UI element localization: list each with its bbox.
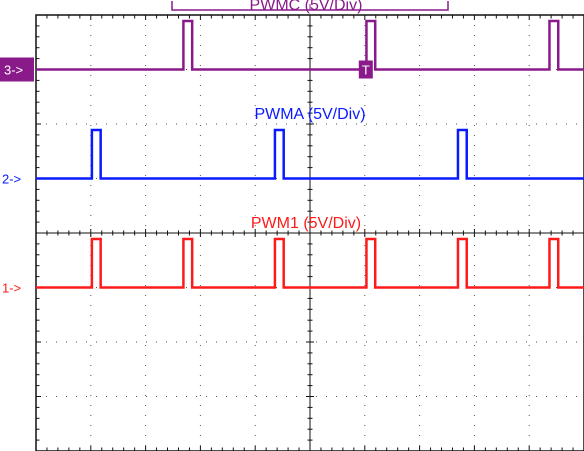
trigger-marker-box [358, 60, 373, 79]
channel-marker-3-box [0, 57, 34, 82]
channel-marker-1: 1-> [2, 281, 21, 296]
trace-labels: PWM1 (5V/Div) PWMA (5V/Div) PWMC (5V/Div) [250, 0, 366, 232]
traces [36, 19, 584, 289]
trace-label-pwma: PWMA (5V/Div) [254, 106, 365, 123]
trace-label-pwm1: PWM1 (5V/Div) [251, 215, 361, 232]
channel-marker-2: 2-> [2, 172, 21, 187]
graticule [35, 1, 584, 451]
channel-markers: 1-> 2-> 3-> T [0, 57, 373, 296]
channel-marker-3: 3-> [4, 63, 23, 78]
trace-label-pwmc: PWMC (5V/Div) [250, 0, 363, 14]
trace-pwmc [36, 19, 584, 71]
trigger-marker: T [362, 63, 370, 78]
trace-pwm1 [36, 237, 584, 289]
trace-pwma [36, 128, 584, 180]
